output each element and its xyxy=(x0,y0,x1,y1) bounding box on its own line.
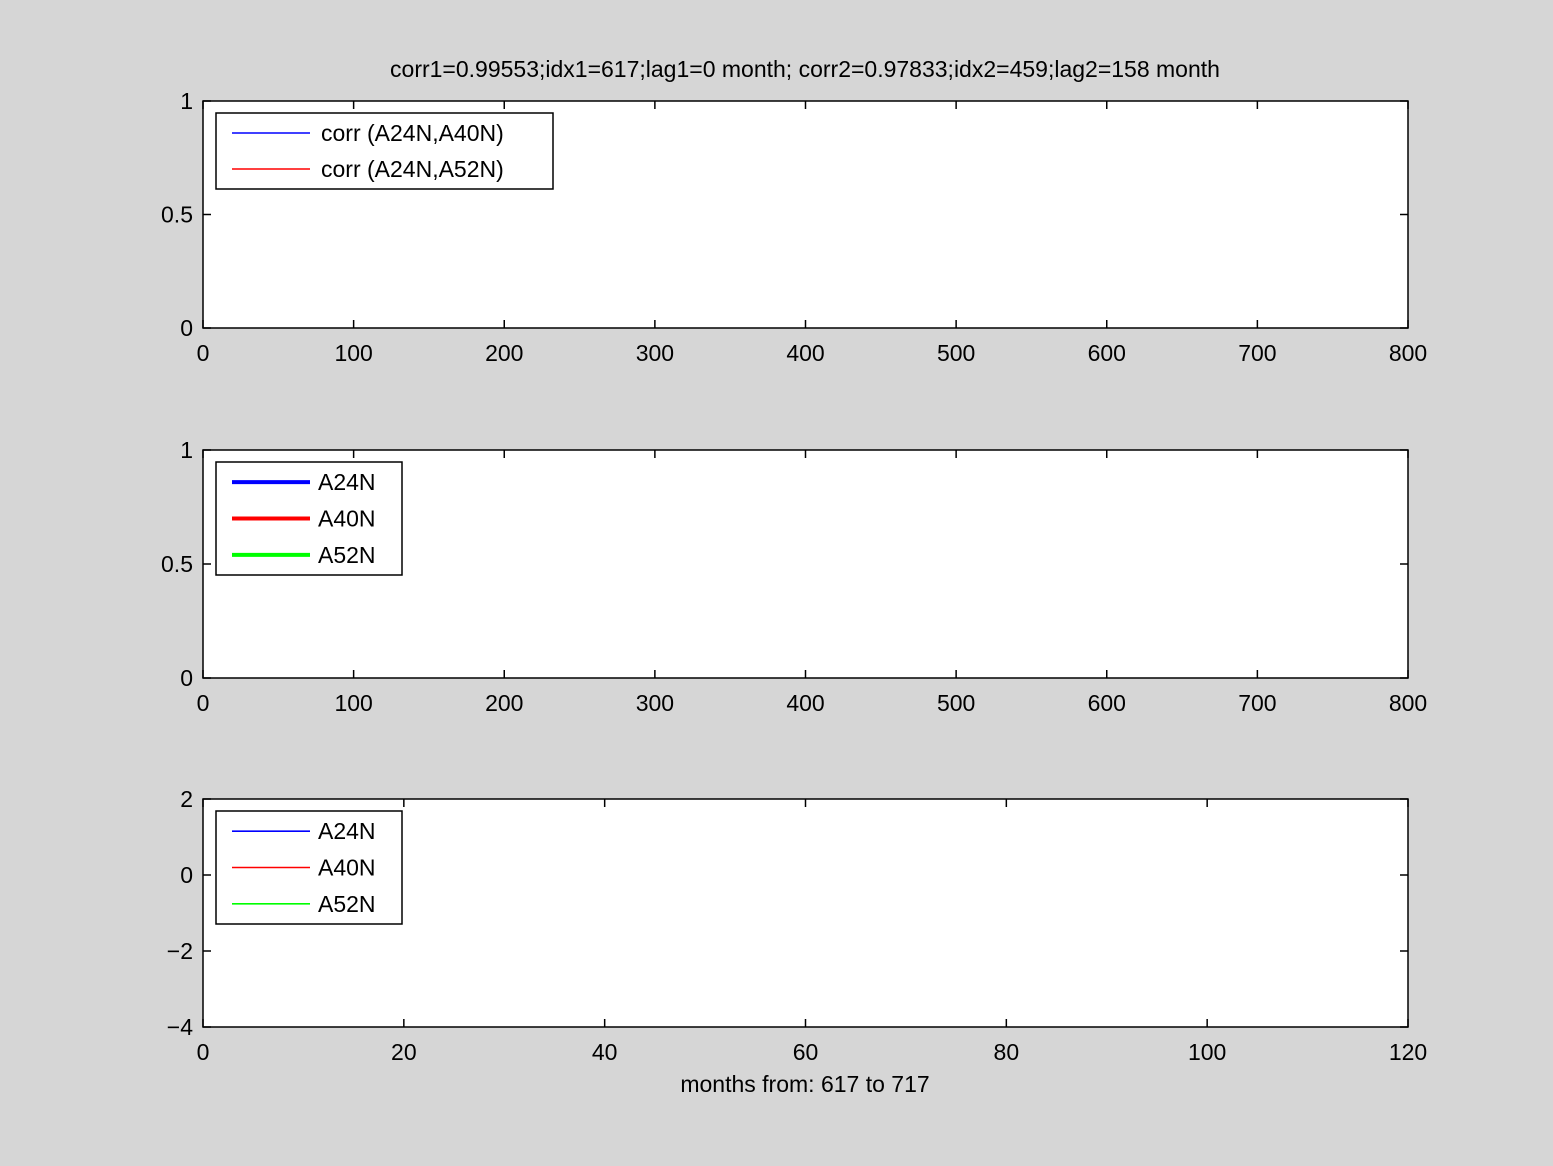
x-tick-label: 0 xyxy=(197,690,210,716)
x-tick-label: 0 xyxy=(197,1039,210,1065)
axes-frame xyxy=(202,449,1409,679)
x-tick-label: 300 xyxy=(636,340,674,366)
x-axis-label-bottom: months from: 617 to 717 xyxy=(680,1071,929,1097)
x-tick-label: 200 xyxy=(485,690,523,716)
subplot-anomalies: 0 20 40 60 80 100 120 −4 −2 0 2 A24N A40N A52N xyxy=(167,786,1427,1065)
x-tick-label: 500 xyxy=(937,340,975,366)
x-tick-label: 700 xyxy=(1238,690,1276,716)
x-tick-label: 800 xyxy=(1389,690,1427,716)
subplot-correlation: 0 100 200 300 400 500 600 700 800 0 0.5 1 corr (A24N… xyxy=(161,88,1427,366)
x-tick-label: 600 xyxy=(1088,340,1126,366)
y-tick-label: 0 xyxy=(180,665,193,691)
x-tick-label: 600 xyxy=(1088,690,1126,716)
legend-label: A52N xyxy=(318,891,376,917)
x-tick-label: 700 xyxy=(1238,340,1276,366)
x-tick-label: 80 xyxy=(994,1039,1020,1065)
x-tick-label: 0 xyxy=(197,340,210,366)
legend-label: A52N xyxy=(318,542,376,568)
legend-label: A40N xyxy=(318,506,376,532)
x-tick-label: 200 xyxy=(485,340,523,366)
axes-frame xyxy=(202,798,1409,1028)
y-tick-label: −4 xyxy=(167,1014,193,1040)
y-tick-label: 0.5 xyxy=(161,551,193,577)
y-tick-label: 0 xyxy=(180,862,193,888)
x-tick-label: 100 xyxy=(334,690,372,716)
y-tick-label: 1 xyxy=(180,437,193,463)
legend-label: corr (A24N,A52N) xyxy=(321,156,504,182)
y-tick-label: 0 xyxy=(180,315,193,341)
legend-label: corr (A24N,A40N) xyxy=(321,120,504,146)
subplot-normalized-series: 0 100 200 300 400 500 600 700 800 0 0.5 1 A24N A40N A5… xyxy=(161,437,1427,716)
x-tick-label: 20 xyxy=(391,1039,417,1065)
figure-title: corr1=0.99553;idx1=617;lag1=0 month; cor… xyxy=(390,56,1220,82)
legend-label: A24N xyxy=(318,469,376,495)
x-tick-label: 100 xyxy=(334,340,372,366)
x-tick-label: 300 xyxy=(636,690,674,716)
y-tick-label: −2 xyxy=(167,938,193,964)
legend-label: A24N xyxy=(318,818,376,844)
x-tick-label: 60 xyxy=(793,1039,819,1065)
x-tick-label: 400 xyxy=(786,690,824,716)
x-tick-label: 800 xyxy=(1389,340,1427,366)
x-tick-label: 40 xyxy=(592,1039,618,1065)
legend-box xyxy=(215,112,554,190)
x-tick-label: 120 xyxy=(1389,1039,1427,1065)
y-tick-label: 1 xyxy=(180,88,193,114)
legend-label: A40N xyxy=(318,855,376,881)
x-tick-label: 500 xyxy=(937,690,975,716)
x-tick-label: 400 xyxy=(786,340,824,366)
y-tick-label: 0.5 xyxy=(161,202,193,228)
x-tick-label: 100 xyxy=(1188,1039,1226,1065)
y-tick-label: 2 xyxy=(180,786,193,812)
